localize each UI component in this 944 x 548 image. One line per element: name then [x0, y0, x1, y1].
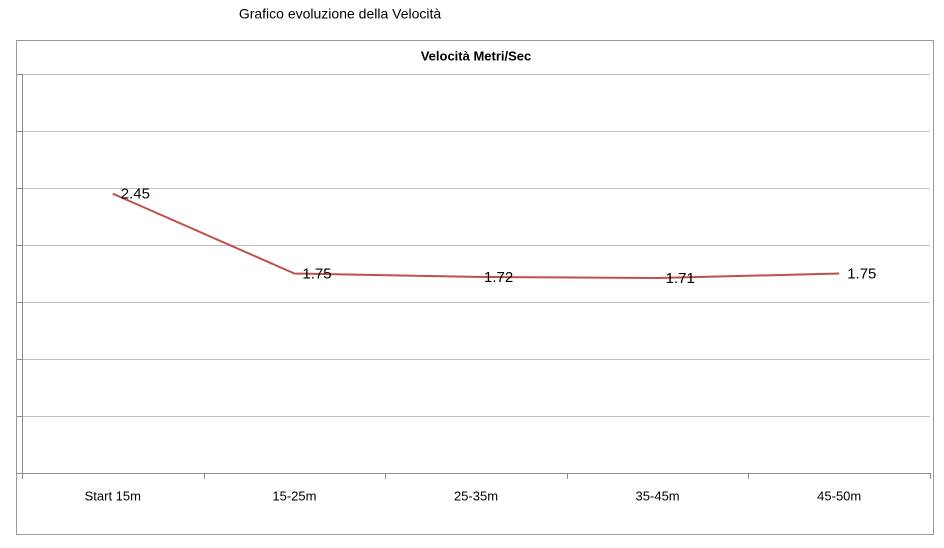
- data-label: 1.71: [666, 270, 695, 287]
- data-label: 1.75: [302, 265, 331, 282]
- data-line: [112, 192, 840, 280]
- chart-title: Velocità Metri/Sec: [421, 48, 532, 63]
- chart-frame: [16, 40, 934, 535]
- data-label: 1.75: [847, 265, 876, 282]
- x-tick-label: 35-45m: [636, 488, 680, 503]
- x-tick-label: 15-25m: [272, 488, 316, 503]
- page-title: Grafico evoluzione della Velocità: [239, 6, 442, 22]
- x-tick-label: 25-35m: [454, 488, 498, 503]
- data-label: 2.45: [121, 186, 150, 203]
- data-label: 1.72: [484, 269, 513, 286]
- x-tick-label: 45-50m: [817, 488, 861, 503]
- x-tick-label: Start 15m: [85, 488, 141, 503]
